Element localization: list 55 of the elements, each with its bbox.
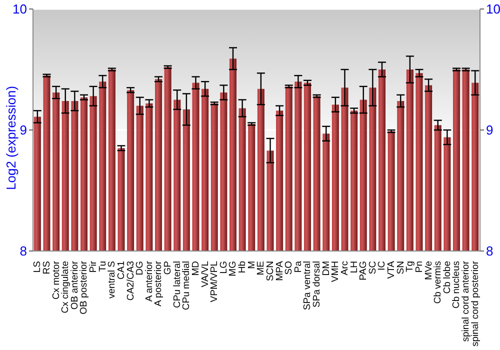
x-tick-label: M bbox=[246, 260, 258, 269]
x-tick-label: ventral S bbox=[106, 261, 118, 298]
x-tick-label: GP bbox=[162, 261, 174, 275]
x-tick-label: SPa ventral bbox=[302, 261, 314, 310]
x-tick-label: SC bbox=[367, 260, 378, 274]
x-tick-label: SPa dorsal bbox=[312, 261, 323, 308]
x-tick-label: A anterior bbox=[144, 261, 155, 302]
x-tick-label: VA/VL bbox=[200, 261, 211, 288]
x-tick-label: LH bbox=[348, 260, 360, 274]
x-tick-label: DM bbox=[320, 260, 332, 276]
x-tick-label: SCN bbox=[264, 260, 276, 282]
x-tick-label: LS bbox=[32, 261, 44, 273]
x-tick-label: OB posterior bbox=[78, 261, 90, 314]
y2-tick-label: 9 bbox=[486, 122, 494, 138]
x-tick-label: A posterior bbox=[153, 261, 164, 306]
x-tick-label: CPu medial bbox=[181, 261, 192, 310]
x-tick-label: OB anterior bbox=[69, 261, 80, 310]
x-tick-label: MD bbox=[190, 260, 202, 276]
y-tick-label: 8 bbox=[20, 244, 27, 259]
x-tick-label: LG bbox=[218, 261, 230, 274]
x-tick-label: VMH bbox=[330, 260, 342, 282]
x-tick-label: VPM/VPL bbox=[209, 261, 220, 302]
x-tick-label: Tg bbox=[404, 261, 416, 272]
x-tick-label: Cx cingulate bbox=[60, 261, 72, 314]
x-tick-label: Cb lobe bbox=[442, 261, 453, 294]
x-tick-label: spinal cord anterior bbox=[460, 261, 472, 342]
x-tick-label: RS bbox=[41, 261, 52, 274]
y2-tick-label: 8 bbox=[486, 244, 494, 259]
y-tick-label: 9 bbox=[20, 122, 27, 138]
x-tick-label: SO bbox=[284, 261, 295, 275]
x-tick-label: MPA bbox=[274, 260, 286, 281]
x-tick-label: Hb bbox=[237, 261, 248, 274]
y-axis-title: Log2 (expression) bbox=[4, 86, 19, 190]
x-tick-label: ME bbox=[256, 261, 267, 276]
x-tick-label: spinal cord posterior bbox=[470, 261, 481, 347]
x-tick-label: Pir bbox=[88, 261, 100, 273]
x-tick-label: Cx motor bbox=[50, 261, 62, 300]
x-tick-label: PAG bbox=[358, 261, 370, 280]
x-tick-label: DG bbox=[134, 261, 146, 276]
x-tick-label: IC bbox=[376, 260, 388, 270]
x-tick-label: CA2/CA3 bbox=[125, 261, 136, 301]
y-tick-label: 10 bbox=[12, 2, 27, 17]
x-tick-label: MVe bbox=[423, 261, 434, 280]
x-tick-label: SN bbox=[395, 260, 406, 274]
x-tick-label: Tu bbox=[97, 261, 108, 272]
x-tick-label: CPu lateral bbox=[172, 261, 183, 308]
x-tick-label: Cb vermis bbox=[432, 260, 444, 304]
x-tick-label: CA1 bbox=[116, 261, 127, 280]
x-tick-label: VTA bbox=[386, 260, 398, 279]
x-tick-label: Pa bbox=[292, 260, 304, 273]
x-tick-label: MG bbox=[228, 261, 239, 276]
y2-tick-label: 10 bbox=[486, 2, 500, 17]
x-tick-label: Arc bbox=[339, 260, 350, 276]
x-tick-label: Pn bbox=[414, 261, 425, 273]
x-tick-label: Cb nucleus bbox=[451, 260, 462, 309]
